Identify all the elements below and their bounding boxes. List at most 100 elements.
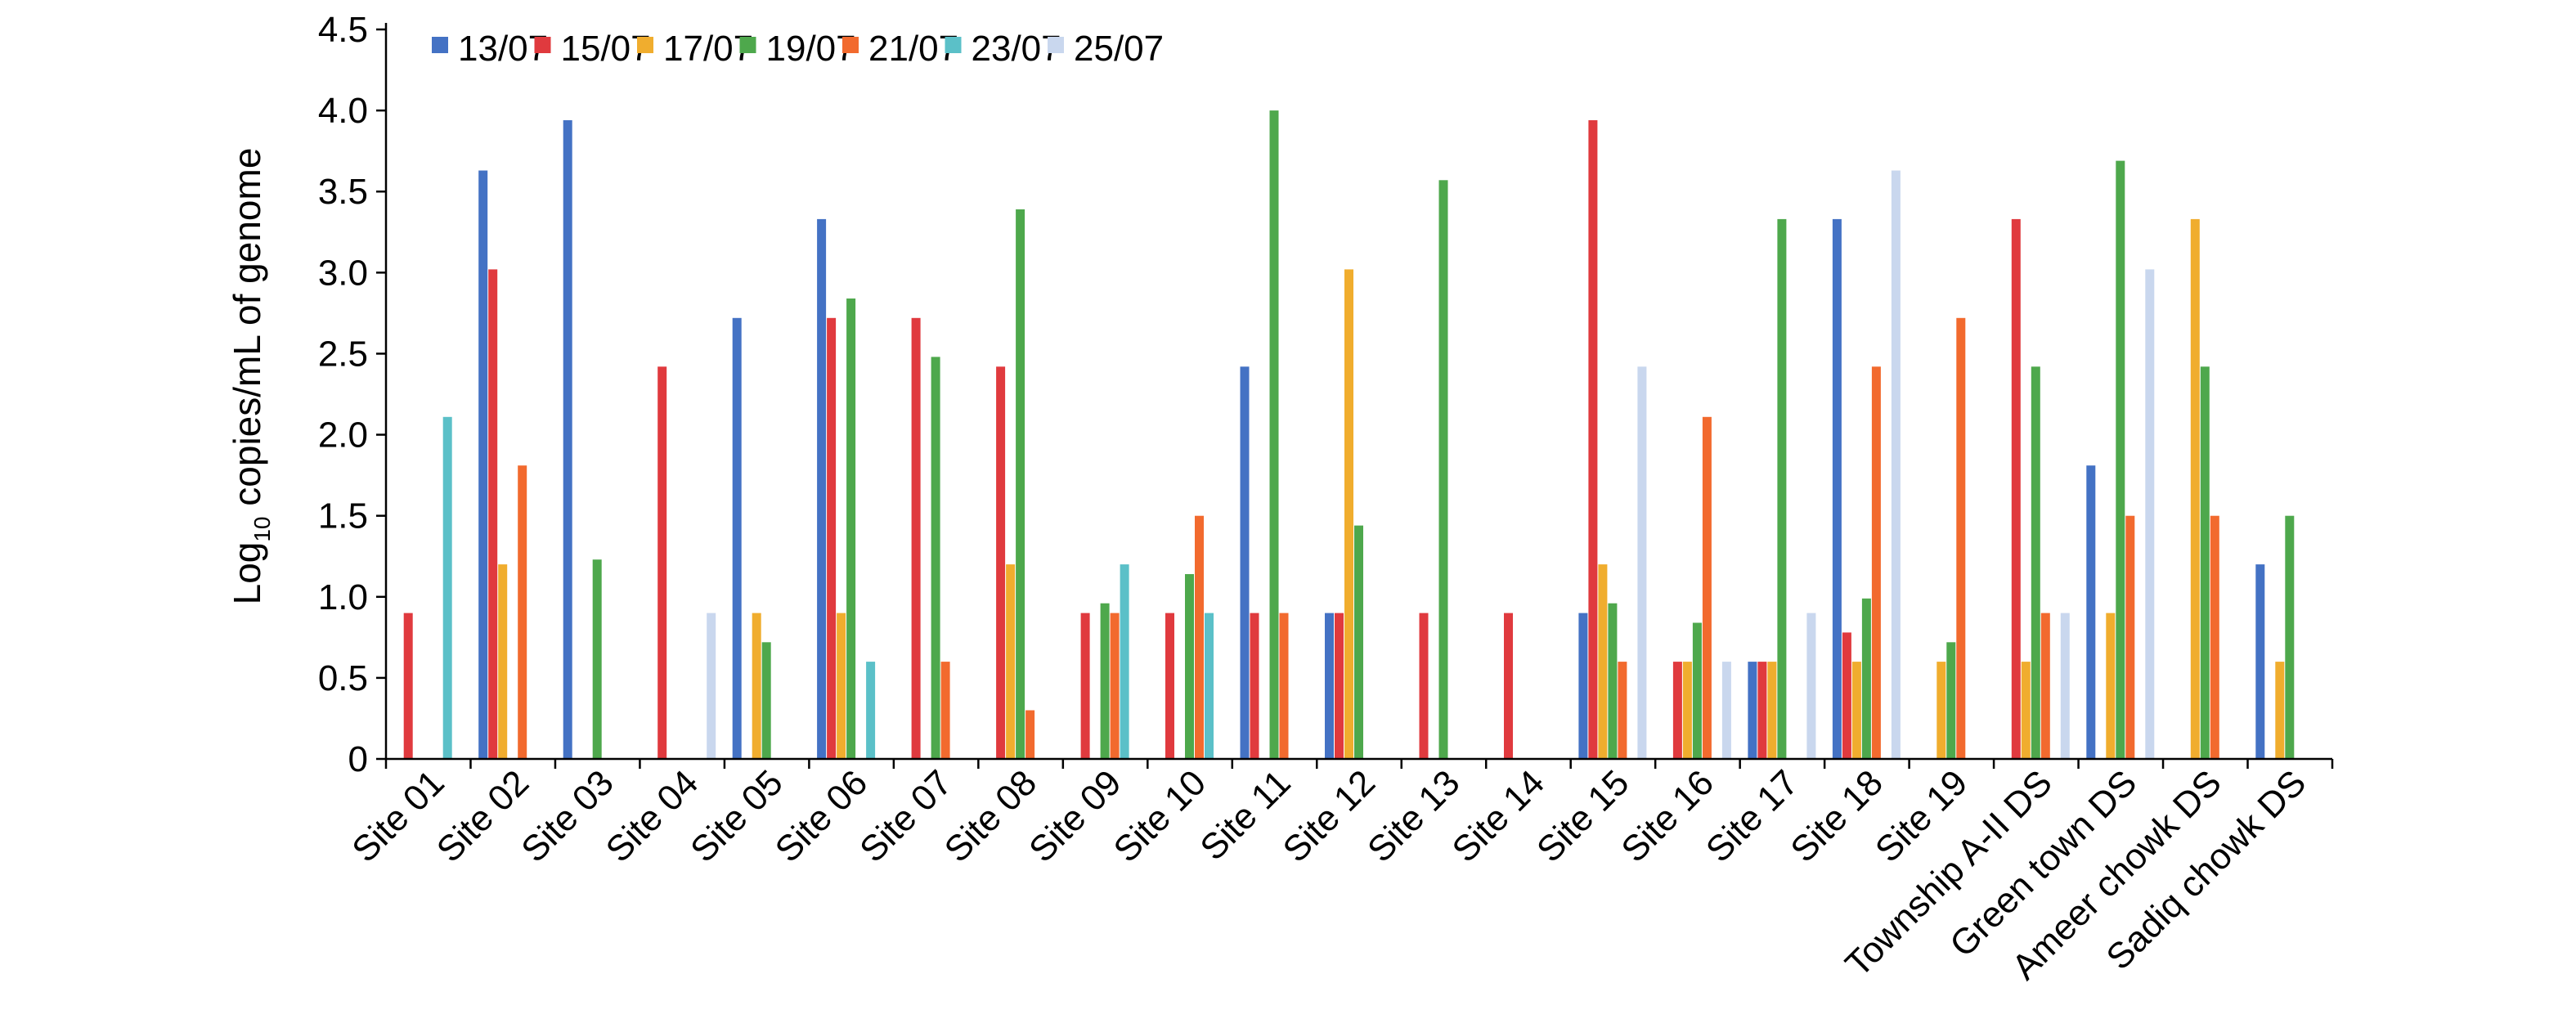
series-2 — [403, 120, 2021, 759]
bar — [1672, 662, 1682, 759]
bar — [518, 465, 527, 759]
bar — [2275, 662, 2285, 759]
legend-item: 25/07 — [1048, 29, 1164, 69]
bar — [1016, 209, 1025, 759]
bar — [1832, 218, 1842, 759]
bar — [1100, 603, 1110, 759]
legend-label: 13/07 — [458, 29, 548, 69]
bar — [1936, 662, 1946, 759]
bar — [911, 317, 921, 759]
legend-label: 23/07 — [972, 29, 1061, 69]
x-tick-label: Site 18 — [1783, 762, 1891, 870]
y-axis-label-suffix: copies/mL of genome — [226, 148, 268, 517]
bar — [1185, 574, 1194, 759]
bar — [1608, 603, 1618, 759]
bar — [1851, 662, 1861, 759]
bar — [707, 613, 716, 759]
bar — [1767, 662, 1777, 759]
bar — [1861, 598, 1871, 759]
bar — [478, 170, 488, 759]
bar — [1240, 366, 1250, 759]
bar — [1588, 120, 1598, 759]
legend-swatch — [1048, 37, 1064, 53]
bar — [1748, 662, 1757, 759]
bar — [2285, 515, 2295, 759]
bar — [827, 317, 837, 759]
legend-item: 15/07 — [534, 29, 651, 69]
bar — [1279, 613, 1289, 759]
bar — [761, 642, 771, 759]
x-tick-label: Site 16 — [1613, 762, 1721, 870]
y-tick-label: 2.0 — [318, 415, 368, 456]
bar — [866, 662, 876, 759]
bar — [442, 416, 452, 759]
series-5 — [518, 317, 2219, 759]
series-7 — [707, 170, 2155, 759]
y-tick-label: 0 — [348, 739, 368, 779]
bar — [931, 357, 940, 759]
bar — [657, 366, 667, 759]
x-tick-label: Site 17 — [1699, 762, 1806, 870]
bar — [2145, 269, 2155, 759]
bar — [940, 662, 950, 759]
bar — [1946, 642, 1956, 759]
y-tick-label: 0.5 — [318, 658, 368, 698]
series-3 — [498, 218, 2285, 759]
bar — [2125, 515, 2135, 759]
bar — [1438, 180, 1448, 760]
y-axis-label-prefix: Log — [226, 542, 268, 605]
bar — [1504, 613, 1513, 759]
x-tick-label: Site 07 — [852, 762, 960, 870]
legend-label: 19/07 — [766, 29, 856, 69]
bar — [1637, 366, 1647, 759]
bar — [1702, 416, 1712, 759]
x-tick-label: Site 11 — [1192, 762, 1298, 868]
legend-item: 17/07 — [637, 29, 753, 69]
x-tick-label: Site 13 — [1360, 762, 1468, 870]
x-tick-label: Site 12 — [1276, 762, 1384, 870]
bar — [2031, 366, 2040, 759]
bar — [1335, 613, 1344, 759]
bar — [732, 317, 742, 759]
y-axis-label-subscript: 10 — [249, 516, 275, 541]
y-tick-label: 2.5 — [318, 334, 368, 374]
bar — [2255, 564, 2265, 759]
y-tick-label: 1.5 — [318, 496, 368, 536]
bar — [817, 218, 827, 759]
bar — [1419, 613, 1429, 759]
legend-item: 23/07 — [945, 29, 1061, 69]
bars-group — [403, 110, 2295, 760]
bar — [2190, 218, 2200, 759]
y-tick-label: 3.0 — [318, 253, 368, 293]
bar — [1578, 613, 1588, 759]
x-tick-label: Site 06 — [768, 762, 876, 870]
bar — [1891, 170, 1901, 759]
bar — [1325, 613, 1334, 759]
y-tick-label: 4.5 — [318, 10, 368, 50]
bar — [1618, 662, 1627, 759]
legend: 13/07 15/07 17/07 19/07 21/07 23/07 25/07 — [432, 29, 1164, 69]
legend-swatch — [432, 37, 448, 53]
series-1 — [478, 120, 2265, 759]
bar — [2106, 613, 2116, 759]
bar — [1842, 632, 1851, 759]
legend-swatch — [534, 37, 551, 53]
bar — [1871, 366, 1881, 759]
bar — [1165, 613, 1174, 759]
bar — [1025, 710, 1035, 759]
x-tick-label: Site 09 — [1021, 762, 1129, 870]
x-tick-label: Site 02 — [429, 762, 537, 870]
bar — [1120, 564, 1129, 759]
series-6 — [442, 416, 1214, 759]
bar — [2116, 160, 2125, 760]
bar — [1956, 317, 1966, 759]
legend-item: 13/07 — [432, 29, 548, 69]
bar — [2021, 662, 2031, 759]
bar — [2200, 366, 2210, 759]
bar — [1806, 613, 1816, 759]
bar — [2086, 465, 2096, 759]
bar — [1692, 622, 1702, 759]
